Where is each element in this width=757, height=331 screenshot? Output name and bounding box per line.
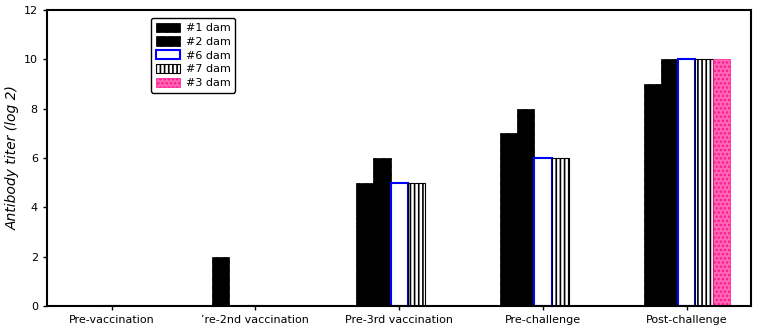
Bar	[391, 183, 408, 307]
Bar	[712, 59, 730, 307]
Bar	[212, 257, 229, 307]
Y-axis label: Antibody titer (log 2): Antibody titer (log 2)	[5, 85, 20, 230]
Bar	[517, 109, 534, 307]
Bar	[696, 59, 712, 307]
Bar	[552, 158, 569, 307]
Bar	[678, 59, 696, 307]
Legend: #1 dam, #2 dam, #6 dam, #7 dam, #3 dam: #1 dam, #2 dam, #6 dam, #7 dam, #3 dam	[151, 18, 235, 93]
Bar	[356, 183, 373, 307]
Bar	[408, 183, 425, 307]
Bar	[534, 158, 552, 307]
Bar	[643, 84, 661, 307]
Bar	[661, 59, 678, 307]
Bar	[500, 133, 517, 307]
Bar	[373, 158, 391, 307]
